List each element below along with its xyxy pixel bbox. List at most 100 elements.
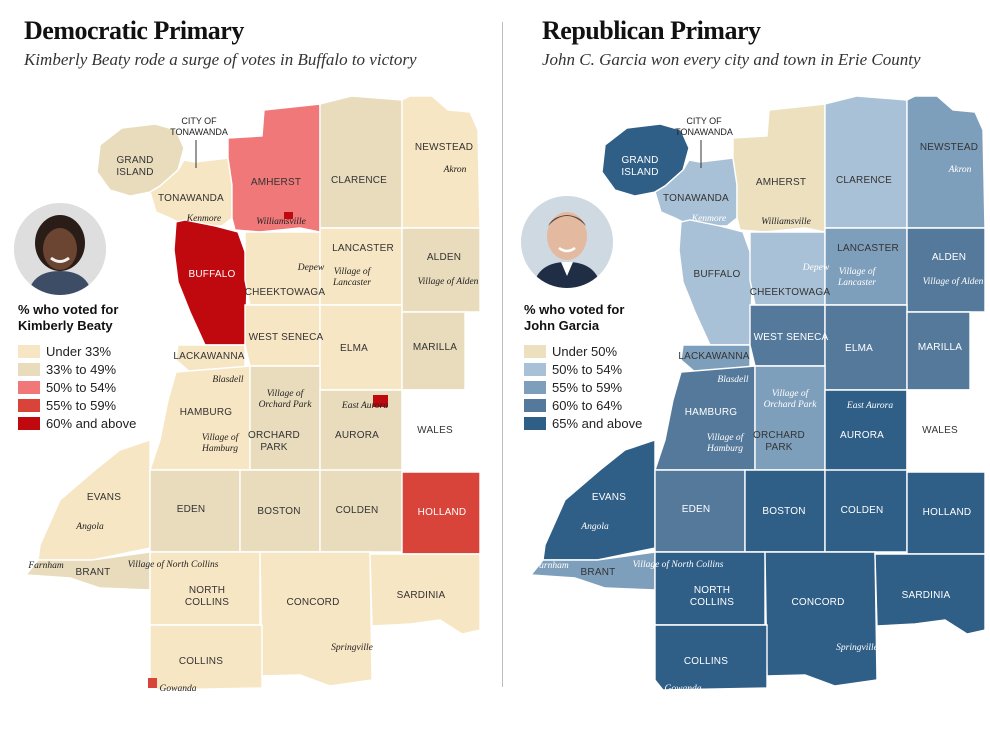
legend-swatch [524,362,546,376]
village-label-orchard-park: Orchard Park [259,400,313,410]
town-orchard-park [754,365,826,471]
town-label-concord: CONCORD [791,597,844,608]
legend-label: 50% to 54% [552,361,623,377]
village-label-angola: Angola [75,522,104,532]
town-label-grand-island: ISLAND [116,167,153,178]
town-label-concord: CONCORD [286,597,339,608]
town-label-alden: ALDEN [427,252,461,263]
town-label-sardinia: SARDINIA [397,590,446,601]
village-label-kenmore: Kenmore [691,214,726,224]
town-label-aurora: AURORA [840,430,884,441]
town-label-north-collins: COLLINS [185,597,229,608]
village-label-williamsville: Williamsville [256,217,306,227]
town-label-collins: COLLINS [684,656,728,667]
town-label-north-collins: NORTH [189,585,225,596]
town-concord [259,551,373,687]
town-clarence [824,95,908,229]
town-label-aurora: AURORA [335,430,379,441]
town-alden [906,227,986,313]
village-label-kenmore: Kenmore [186,214,221,224]
legend-swatch [18,398,40,412]
town-label-eden: EDEN [177,504,206,515]
panel-title: Democratic Primary [24,16,244,45]
village-mark-east-aurora [373,395,388,407]
village-label-depew: Depew [802,263,830,273]
village-label-gowanda: Gowanda [665,684,702,694]
town-label-orchard-park: PARK [765,442,792,453]
democratic-primary-panel: CITY OF TONAWANDA GRAND ISLAND TONAWANDA AMHE… [14,16,481,694]
town-label-elma: ELMA [340,343,368,354]
town-label-boston: BOSTON [762,506,805,517]
town-label-holland: HOLLAND [418,507,467,518]
town-label-newstead: NEWSTEAD [920,142,978,153]
town-sardinia [369,553,481,635]
town-label-grand-island: GRAND [116,155,153,166]
town-label-orchard-park: ORCHARD [248,430,300,441]
town-label-marilla: MARILLA [918,342,962,353]
village-label-angola: Angola [580,522,609,532]
town-buffalo [173,219,249,346]
town-clarence [319,95,403,229]
legend-item: 60% to 64% [524,396,642,414]
legend-label: 55% to 59% [552,379,623,395]
village-label-blasdell: Blasdell [212,375,243,385]
village-label-east-aurora: East Aurora [341,401,388,411]
village-label-lancaster: Lancaster [332,278,371,288]
legend-item: 55% to 59% [18,396,136,414]
town-label-sardinia: SARDINIA [902,590,951,601]
town-label-elma: ELMA [845,343,873,354]
town-label-grand-island: GRAND [621,155,658,166]
town-amherst [732,103,826,233]
town-label-north-collins: COLLINS [690,597,734,608]
town-amherst [227,103,321,233]
village-label-farnham: Farnham [27,561,64,571]
city-of-tonawanda-label: CITY OF [686,116,722,126]
town-label-eden: EDEN [682,504,711,515]
village-label-farnham: Farnham [532,561,569,571]
person-portrait-icon [14,203,106,295]
democratic-map: CITY OFTONAWANDAGRANDISLANDTONAWANDAAMHE… [24,95,481,694]
legend-title-line: Kimberly Beaty [18,318,113,333]
legend-swatch [18,344,40,358]
town-label-buffalo: BUFFALO [189,269,236,280]
village-label-springville: Springville [331,643,373,653]
village-label-hamburg: Hamburg [706,444,743,454]
town-label-collins: COLLINS [179,656,223,667]
town-label-amherst: AMHERST [251,177,301,188]
town-label-evans: EVANS [87,492,121,503]
legend-label: 60% and above [46,415,137,431]
town-label-north-collins: NORTH [694,585,730,596]
town-label-orchard-park: ORCHARD [753,430,805,441]
village-label-depew: Depew [297,263,325,273]
panel-divider [502,22,503,687]
town-label-west-seneca: WEST SENECA [754,332,829,343]
legend-label: Under 50% [552,343,618,359]
town-collins [654,624,768,691]
village-label-gowanda: Gowanda [160,684,197,694]
village-label-lancaster: Village of [334,266,372,277]
town-label-newstead: NEWSTEAD [415,142,473,153]
legend-item: 50% to 54% [524,360,642,378]
town-buffalo [678,219,754,346]
city-of-tonawanda-label: TONAWANDA [170,127,228,137]
village-label-williamsville: Williamsville [761,217,811,227]
town-label-wales: WALES [417,425,453,436]
town-label-marilla: MARILLA [413,342,457,353]
legend-item: 60% and above [18,414,136,432]
town-label-evans: EVANS [592,492,626,503]
legend-title-line: John Garcia [524,318,600,333]
village-label-lancaster: Lancaster [837,278,876,288]
legend-swatch [18,362,40,376]
legend-label: 50% to 54% [46,379,117,395]
town-brant [529,551,656,591]
town-label-brant: BRANT [581,567,616,578]
town-label-brant: BRANT [76,567,111,578]
town-label-tonawanda: TONAWANDA [663,193,729,204]
legend-title-line: % who voted for [524,302,625,317]
person-portrait-icon [521,196,613,288]
republican-map: CITY OFTONAWANDAGRANDISLANDTONAWANDAAMHE… [529,95,986,694]
town-label-clarence: CLARENCE [836,175,892,186]
town-label-hamburg: HAMBURG [180,407,233,418]
village-label-akron: Akron [948,165,972,175]
legend-item: 55% to 59% [524,378,642,396]
